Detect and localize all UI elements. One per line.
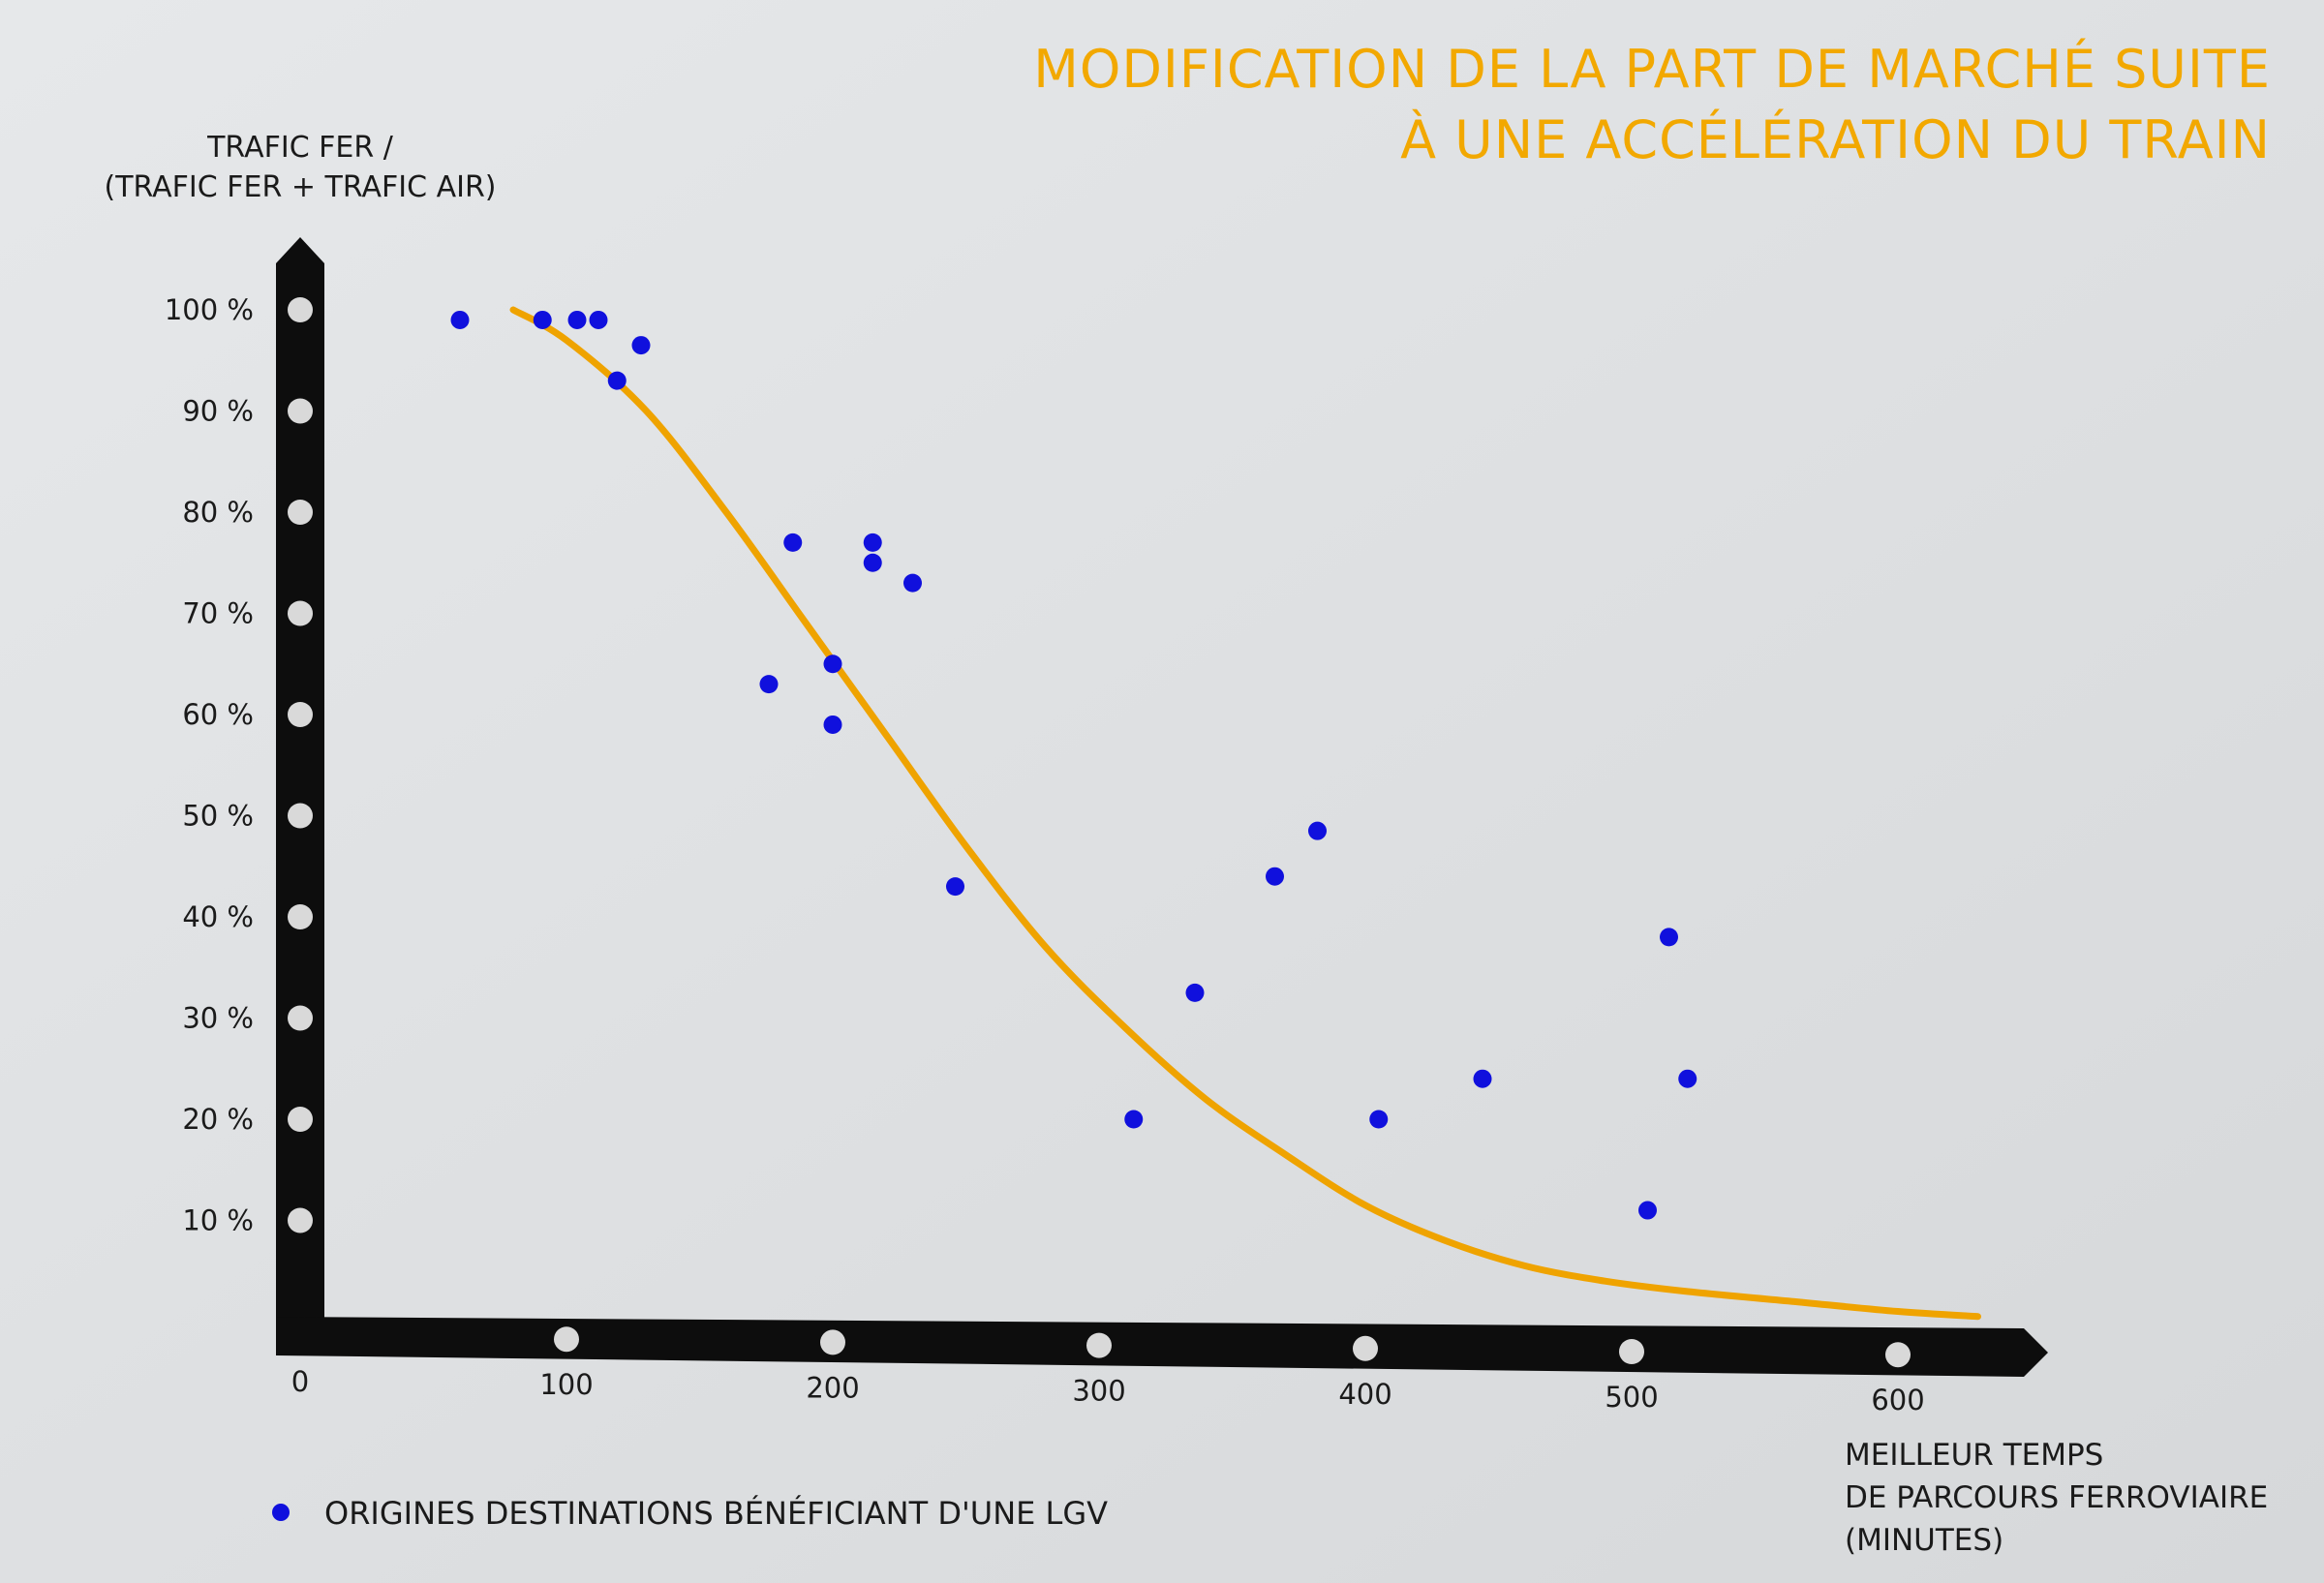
y-tick-dot (288, 1207, 313, 1233)
x-axis-label-line-3: (MINUTES) (1845, 1523, 2003, 1558)
x-axis-label-line-2: DE PARCOURS FERROVIAIRE (1845, 1480, 2268, 1515)
y-tick-dot (288, 600, 313, 626)
x-tick-dot (1619, 1339, 1644, 1364)
y-tick-dot (288, 297, 313, 322)
x-tick-dot (1086, 1332, 1112, 1358)
data-points-layer (450, 310, 1697, 1220)
data-point (450, 310, 470, 329)
x-tick-dot (554, 1326, 579, 1353)
data-point (1660, 928, 1678, 947)
y-tick-dot (288, 702, 313, 727)
chart-title-line-2: À UNE ACCÉLÉRATION DU TRAIN (1400, 109, 2271, 170)
legend-marker (272, 1504, 290, 1521)
data-point (1185, 983, 1205, 1002)
chart-title-line-1: MODIFICATION DE LA PART DE MARCHÉ SUITE (1033, 39, 2271, 100)
data-point (607, 371, 627, 390)
x-tick-label: 500 (1605, 1381, 1658, 1414)
x-tick-label: 600 (1871, 1384, 1924, 1416)
data-point (1308, 821, 1327, 840)
y-tick-label: 80 % (182, 496, 254, 529)
y-tick-label: 20 % (182, 1103, 254, 1136)
data-point (631, 336, 651, 355)
data-point (823, 715, 842, 734)
y-tick-label: 100 % (165, 293, 254, 326)
y-tick-dot (288, 1107, 313, 1132)
y-tick-dot (288, 803, 313, 829)
x-tick-dot (1353, 1335, 1378, 1361)
data-point (567, 310, 587, 329)
data-point (863, 533, 882, 552)
x-tick-label: 200 (806, 1371, 859, 1404)
data-point (1678, 1069, 1697, 1088)
data-point (589, 310, 608, 329)
y-tick-dot (288, 398, 313, 424)
legend-label: ORIGINES DESTINATIONS BÉNÉFICIANT D'UNE … (324, 1495, 1108, 1532)
y-axis-label-line-2: (TRAFIC FER + TRAFIC AIR) (104, 170, 496, 204)
trend-curve-layer (509, 306, 1981, 1321)
x-tick-label: 300 (1072, 1375, 1125, 1408)
y-ticks: 100 % 90 % 80 % 70 % 60 % 50 % 40 % 30 % 20 % 10 … (165, 293, 313, 1237)
y-tick-dot (288, 500, 313, 525)
x-ticks: 0 100 200 300 400 500 600 (291, 1326, 1925, 1416)
y-axis-label-line-1: TRAFIC FER / (206, 131, 394, 165)
y-tick-label: 10 % (182, 1204, 254, 1237)
data-point (783, 533, 803, 552)
data-point (1369, 1110, 1389, 1129)
data-point (759, 675, 779, 694)
y-tick-label: 90 % (182, 395, 254, 428)
x-tick-label: 100 (539, 1368, 593, 1401)
x-axis-label-line-1: MEILLEUR TEMPS (1845, 1438, 2103, 1473)
data-point (1473, 1069, 1492, 1088)
y-tick-label: 70 % (182, 597, 254, 630)
data-point (823, 655, 842, 674)
trend-curve (509, 306, 1981, 1321)
data-point (1638, 1201, 1657, 1220)
y-tick-label: 40 % (182, 900, 254, 933)
data-point (1124, 1110, 1144, 1129)
data-point (946, 877, 964, 897)
data-point (533, 310, 552, 329)
data-point (1266, 867, 1284, 886)
y-tick-label: 60 % (182, 698, 254, 731)
x-tick-label: 0 (291, 1365, 309, 1398)
x-tick-dot (1885, 1342, 1911, 1368)
y-tick-dot (288, 1005, 313, 1031)
legend: ORIGINES DESTINATIONS BÉNÉFICIANT D'UNE … (272, 1495, 1108, 1532)
data-point (903, 573, 922, 593)
x-tick-label: 400 (1338, 1378, 1391, 1411)
y-tick-label: 50 % (182, 800, 254, 833)
data-point (863, 553, 882, 572)
y-tick-label: 30 % (182, 1002, 254, 1035)
x-axis-bar (276, 1317, 2048, 1377)
x-tick-dot (820, 1329, 845, 1355)
y-tick-dot (288, 904, 313, 929)
